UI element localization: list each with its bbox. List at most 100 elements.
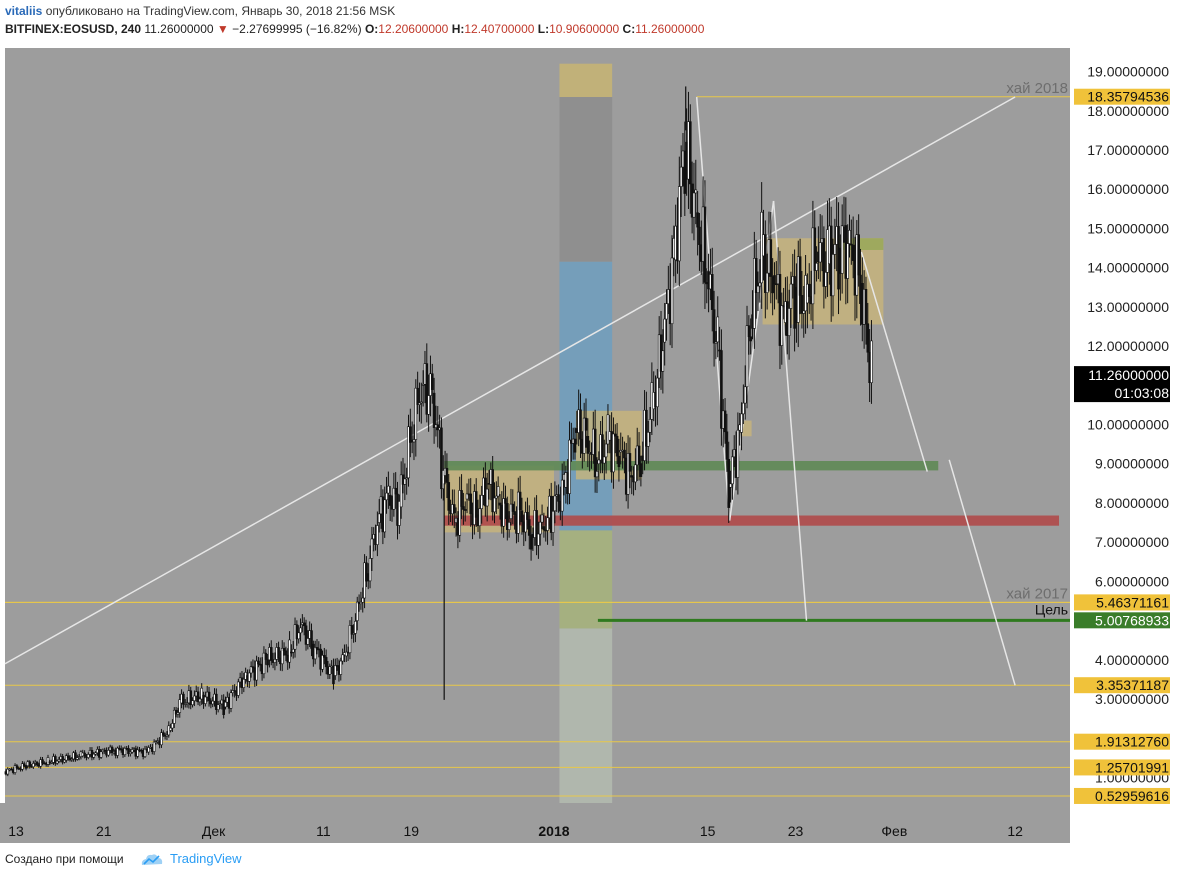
candle-body <box>321 655 324 670</box>
candle-body <box>506 503 509 530</box>
y-tick-label: 17.00000000 <box>1087 142 1169 158</box>
candle-body <box>178 699 182 713</box>
price-level-badge-label: 1.25701991 <box>1095 759 1169 775</box>
publish-line: vitaliis опубликовано на TradingView.com… <box>5 4 395 18</box>
candle-body <box>324 657 328 668</box>
candle-body <box>731 456 734 485</box>
candle-body <box>147 747 150 753</box>
price-level-badge <box>1074 88 1170 105</box>
candle-body <box>136 749 139 757</box>
candle-body <box>191 700 194 706</box>
candle-body <box>123 747 127 755</box>
author-link[interactable]: vitaliis <box>5 4 43 18</box>
candle-body <box>678 186 681 262</box>
candle-body <box>663 318 666 343</box>
candle-body <box>313 647 317 660</box>
candle-body <box>54 756 57 764</box>
candle-body <box>694 189 698 194</box>
candle-body <box>524 512 527 533</box>
last-price-label: 11.26000000 <box>1088 367 1169 383</box>
candle-body <box>224 701 227 708</box>
candle-body <box>361 597 365 603</box>
candle-body <box>648 419 652 433</box>
candle-body <box>628 453 632 472</box>
open-label: O: <box>364 22 379 36</box>
candle-body <box>764 234 767 293</box>
countdown-label: 01:03:08 <box>1115 385 1170 401</box>
date-range-olive-band <box>559 530 613 629</box>
candle-body <box>376 525 379 545</box>
candle-body <box>116 747 119 756</box>
candle-body <box>630 475 634 478</box>
candle-body <box>848 230 851 244</box>
last-price: 11.26000000 <box>144 22 214 36</box>
x-tick-label: Фев <box>881 823 907 839</box>
candle-body <box>273 659 277 663</box>
candle-body <box>740 413 743 433</box>
candle-body <box>703 206 707 283</box>
candle-body <box>218 703 222 706</box>
candle-body <box>840 225 844 274</box>
candle-body <box>595 471 599 478</box>
y-tick-label: 18.00000000 <box>1087 103 1169 119</box>
last-price-badge <box>1074 366 1170 403</box>
candle-body <box>251 666 255 668</box>
candle-body <box>266 659 269 666</box>
candle-body <box>387 485 390 494</box>
price-axis[interactable] <box>1070 40 1182 843</box>
candle-body <box>277 647 280 659</box>
candle-body <box>802 310 806 314</box>
candle-body <box>527 519 531 536</box>
time-axis[interactable] <box>0 803 1070 843</box>
candle-body <box>725 431 729 460</box>
candle-body <box>542 526 546 531</box>
price-level-badge-label: 3.35371187 <box>1096 677 1169 693</box>
candle-body <box>716 316 720 343</box>
y-tick-label: 16.00000000 <box>1087 181 1169 197</box>
candle-body <box>502 498 505 527</box>
candle-body <box>613 433 617 437</box>
candle-body <box>377 513 381 523</box>
long-trendline <box>4 96 1016 665</box>
x-tick-label: Дек <box>202 823 226 839</box>
candle-body <box>348 625 352 654</box>
candle-body <box>568 439 571 494</box>
candle-body <box>130 749 134 753</box>
price-level-badge <box>1074 787 1170 804</box>
change-down-icon: ▼ <box>216 22 229 36</box>
candle-body <box>551 510 555 533</box>
candle-body <box>291 648 295 653</box>
target-label: Цель <box>1035 602 1068 618</box>
tradingview-cloud-icon <box>141 854 163 865</box>
candle-body <box>557 494 560 502</box>
candle-body <box>171 723 174 729</box>
candle-body <box>385 492 388 501</box>
date-range-bottom-band <box>559 628 613 803</box>
price-change: −2.27699995 (−16.82%) <box>232 22 362 36</box>
candle-body <box>765 272 769 293</box>
top-green-strip <box>839 238 884 250</box>
price-level-badge-label: 1.91312760 <box>1095 734 1169 750</box>
candle-body <box>540 514 544 523</box>
chart-header: vitaliis опубликовано на TradingView.com… <box>0 0 1182 40</box>
published-text: опубликовано на TradingView.com, Январь … <box>45 4 396 18</box>
candle-body <box>787 308 791 336</box>
candle-body <box>264 652 268 660</box>
candle-body <box>462 506 465 510</box>
price-level-badge <box>1074 759 1170 776</box>
candle-body <box>341 654 344 662</box>
candle-body <box>493 497 496 513</box>
candle-body <box>729 483 732 488</box>
candle-body <box>601 434 604 464</box>
candle-body <box>297 632 300 640</box>
tradingview-brand[interactable]: TradingView <box>170 851 242 866</box>
candle-body <box>850 243 853 246</box>
candle-body <box>573 438 577 453</box>
candle-body <box>800 295 804 314</box>
candle-body <box>86 754 90 758</box>
plot-area[interactable] <box>5 48 1070 803</box>
candle-body <box>154 741 158 744</box>
candle-body <box>352 633 355 635</box>
open-value: 12.20600000 <box>378 22 449 36</box>
